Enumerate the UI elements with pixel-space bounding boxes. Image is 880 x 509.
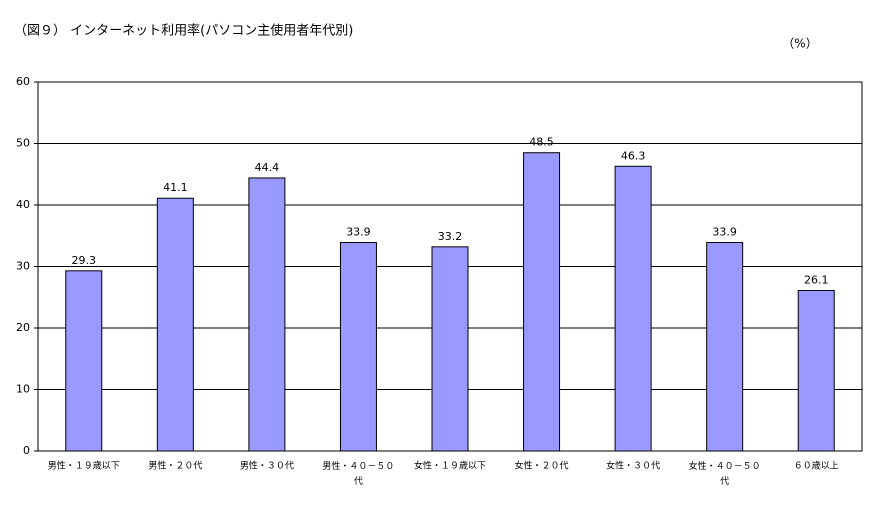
x-tick-label: 男性・３０代 xyxy=(240,460,294,472)
value-label: 33.9 xyxy=(346,226,371,239)
bar xyxy=(614,165,652,452)
x-tick-label: 女性・２０代 xyxy=(515,460,569,472)
bar xyxy=(248,177,286,452)
value-label: 26.1 xyxy=(804,273,829,286)
y-tick-label: 50 xyxy=(16,137,30,150)
y-tick-label: 40 xyxy=(16,198,30,211)
x-tick-label: 女性・４０－５０代 xyxy=(689,460,761,487)
y-tick-label: 20 xyxy=(16,321,30,334)
y-tick-label: 60 xyxy=(16,75,30,88)
x-tick-label: 女性・３０代 xyxy=(606,460,660,472)
x-tick-label: 男性・４０－５０代 xyxy=(322,460,394,487)
x-tick-label: 男性・２０代 xyxy=(148,460,202,472)
x-tick-label: 男性・１９歳以下 xyxy=(48,460,120,472)
bar xyxy=(706,242,744,452)
y-tick-label: 30 xyxy=(16,260,30,273)
value-label: 41.1 xyxy=(163,181,188,194)
x-tick-label: ６０歳以上 xyxy=(794,460,839,472)
bar xyxy=(431,246,469,452)
bar xyxy=(65,270,103,452)
value-label: 44.4 xyxy=(255,161,280,174)
bar xyxy=(523,152,561,452)
value-label: 29.3 xyxy=(72,254,97,267)
bar xyxy=(797,289,835,452)
unit-label: （%） xyxy=(782,37,817,51)
bar xyxy=(156,197,194,452)
y-tick-label: 0 xyxy=(23,444,30,457)
x-tick-label: 女性・１９歳以下 xyxy=(414,460,486,472)
y-tick-label: 10 xyxy=(16,383,30,396)
bar xyxy=(339,242,377,452)
chart-title: （図９） インターネット利用率(パソコン主使用者年代別) xyxy=(14,23,353,39)
value-label: 33.2 xyxy=(438,230,463,243)
value-label: 46.3 xyxy=(621,149,646,162)
value-label: 48.5 xyxy=(529,136,554,149)
value-label: 33.9 xyxy=(712,226,737,239)
